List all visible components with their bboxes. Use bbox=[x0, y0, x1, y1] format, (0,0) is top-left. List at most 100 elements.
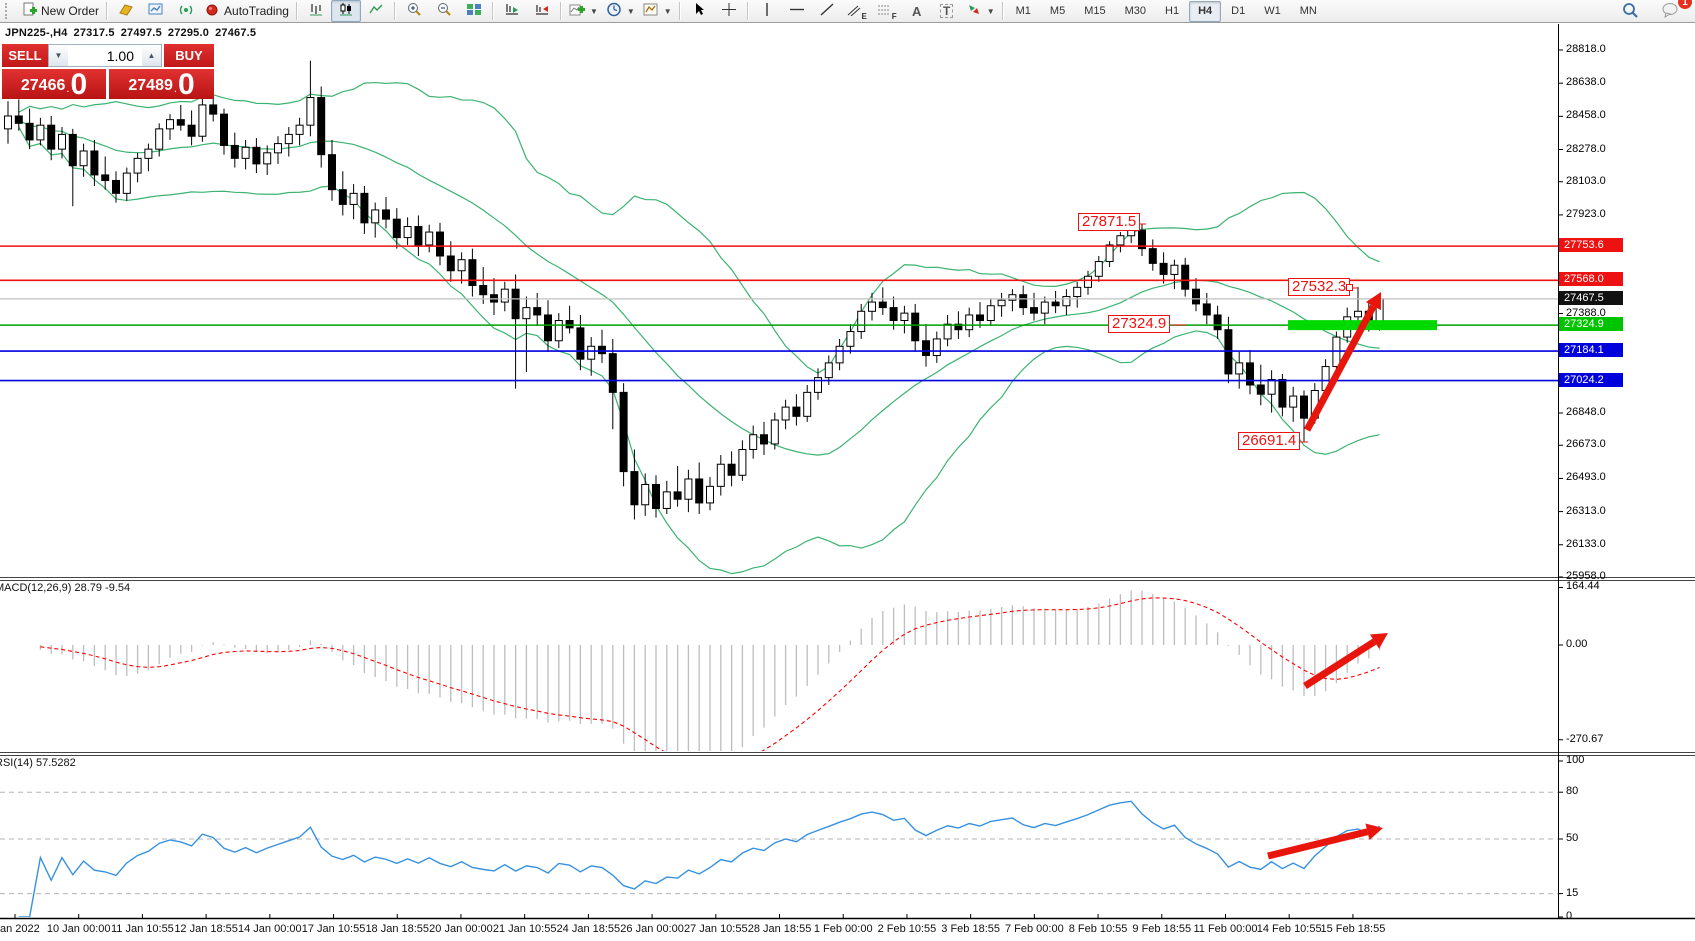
macd-indicator-label: MACD(12,26,9) 28.79 -9.54 bbox=[0, 582, 131, 594]
vertical-line-button[interactable] bbox=[752, 0, 782, 22]
tile-windows-button[interactable] bbox=[459, 0, 489, 22]
periods-button[interactable]: ▼ bbox=[602, 0, 639, 22]
timeframe-m5[interactable]: M5 bbox=[1049, 5, 1066, 17]
text-label-button[interactable]: T bbox=[932, 0, 962, 22]
red-trend-arrow[interactable] bbox=[1303, 292, 1381, 432]
price-annotation[interactable]: 27871.5 bbox=[1078, 213, 1141, 231]
bearish-candle bbox=[976, 314, 984, 322]
bullish-candle bbox=[1289, 395, 1298, 408]
timeframe-m15[interactable]: M15 bbox=[1084, 5, 1106, 17]
bullish-candle bbox=[738, 448, 747, 476]
buy-price[interactable]: 27489. 0 bbox=[109, 68, 214, 101]
zoom-in-button[interactable] bbox=[399, 0, 429, 22]
bullish-candle bbox=[349, 192, 358, 205]
toolbar-grip[interactable] bbox=[5, 3, 15, 19]
chart-line-button[interactable] bbox=[361, 0, 391, 22]
chart-bars-button[interactable] bbox=[301, 0, 331, 22]
arrows-button[interactable]: ▼ bbox=[962, 0, 999, 22]
volume-decrease-button[interactable]: ▼ bbox=[49, 45, 68, 66]
time-axis-label: 7 Feb 00:00 bbox=[1005, 923, 1064, 935]
bearish-candle bbox=[727, 463, 736, 476]
price-tick-label: 26493.0 bbox=[1566, 471, 1606, 484]
bullish-candle bbox=[1170, 264, 1179, 275]
bearish-candle bbox=[1246, 362, 1254, 386]
horizontal-line-button[interactable] bbox=[782, 0, 812, 22]
chart-shift-button[interactable] bbox=[527, 0, 557, 22]
search-button[interactable] bbox=[1615, 0, 1645, 22]
bullish-candle bbox=[1062, 296, 1071, 307]
trendline-button[interactable] bbox=[812, 0, 842, 22]
selection-handle[interactable] bbox=[1346, 284, 1354, 291]
sell-button[interactable]: SELL bbox=[2, 44, 48, 67]
main-toolbar: New Order AutoTrading bbox=[0, 0, 1695, 23]
chart-area[interactable]: JPN225-,H4 27317.5 27497.5 27295.0 27467.5 S… bbox=[0, 23, 1695, 941]
timeframe-w1[interactable]: W1 bbox=[1264, 5, 1281, 17]
cursor-button[interactable] bbox=[684, 0, 714, 22]
new-order-icon bbox=[22, 2, 37, 20]
red-trend-arrow[interactable] bbox=[1267, 823, 1383, 860]
volume-input[interactable] bbox=[68, 46, 142, 65]
timeframe-h4[interactable]: H4 bbox=[1189, 0, 1222, 22]
macd-pane bbox=[39, 590, 1381, 751]
sell-price[interactable]: 27466. 0 bbox=[2, 69, 106, 100]
volume-increase-button[interactable]: ▲ bbox=[142, 45, 161, 66]
bearish-candle bbox=[1300, 395, 1308, 419]
macd-tick-label: 0.00 bbox=[1566, 638, 1588, 650]
timeframe-m30[interactable]: M30 bbox=[1124, 5, 1147, 17]
autotrading-button[interactable]: AutoTrading bbox=[201, 0, 293, 22]
timeframe-h1[interactable]: H1 bbox=[1165, 5, 1180, 17]
price-level-badge: 27024.2 bbox=[1559, 372, 1623, 387]
bullish-candle bbox=[79, 150, 88, 167]
indicators-icon bbox=[569, 2, 585, 20]
price-tick-label: 26133.0 bbox=[1566, 537, 1606, 550]
timeframe-d1[interactable]: D1 bbox=[1231, 5, 1246, 17]
text-button[interactable]: A bbox=[902, 0, 932, 22]
market-watch-button[interactable] bbox=[141, 0, 171, 22]
buy-button[interactable]: BUY bbox=[164, 44, 214, 67]
price-level-badge: 27753.6 bbox=[1559, 238, 1623, 253]
fibonacci-button[interactable]: F bbox=[872, 0, 902, 22]
chat-bubble-icon bbox=[1661, 2, 1679, 21]
price-tick-label: 28278.0 bbox=[1566, 142, 1606, 155]
chart-candles-button[interactable] bbox=[330, 0, 361, 22]
notifications-button[interactable]: 1 bbox=[1655, 0, 1692, 22]
price-annotation[interactable]: 27324.9 bbox=[1108, 315, 1171, 333]
channel-button[interactable]: E bbox=[842, 0, 872, 22]
bullish-candle bbox=[522, 307, 531, 320]
price-annotation[interactable]: 27532.3 bbox=[1288, 278, 1354, 296]
dropdown-caret: ▼ bbox=[663, 6, 672, 16]
price-tick-label: 26673.0 bbox=[1566, 438, 1606, 451]
signals-button[interactable] bbox=[171, 0, 201, 22]
auto-scroll-button[interactable] bbox=[497, 0, 527, 22]
search-icon bbox=[1622, 2, 1639, 21]
time-axis-label: 14 Jan 00:00 bbox=[238, 923, 302, 935]
buy-price-pips: 0 bbox=[177, 68, 195, 101]
timeframe-m1[interactable]: M1 bbox=[1015, 5, 1031, 17]
time-axis-label: 3 Feb 18:55 bbox=[941, 923, 1000, 935]
bearish-candle bbox=[47, 124, 56, 150]
templates-button[interactable]: ▼ bbox=[639, 0, 676, 22]
bullish-candle bbox=[857, 310, 866, 333]
bearish-candle bbox=[1278, 378, 1287, 408]
price-level-badge: 27184.1 bbox=[1559, 343, 1623, 358]
buy-price-dot: . bbox=[173, 83, 177, 95]
timeframe-mn[interactable]: MN bbox=[1299, 5, 1317, 17]
fibonacci-icon bbox=[877, 4, 891, 19]
red-trend-arrow[interactable] bbox=[1303, 633, 1388, 689]
bullish-candle bbox=[943, 323, 952, 340]
bearish-candle bbox=[922, 340, 930, 357]
zoom-out-button[interactable] bbox=[429, 0, 459, 22]
new-order-button[interactable]: New Order bbox=[18, 0, 103, 22]
price-annotation[interactable]: 26691.4 bbox=[1238, 432, 1301, 450]
bearish-candle bbox=[1019, 294, 1028, 309]
bearish-candle bbox=[68, 133, 77, 167]
profiles-button[interactable] bbox=[111, 0, 141, 22]
bullish-candle bbox=[986, 305, 995, 322]
templates-icon bbox=[643, 2, 659, 20]
crosshair-button[interactable] bbox=[714, 0, 744, 22]
bearish-candle bbox=[1181, 264, 1190, 290]
indicators-button[interactable]: ▼ bbox=[565, 0, 602, 22]
bullish-candle bbox=[641, 483, 650, 506]
price-tick-label: 28818.0 bbox=[1566, 43, 1606, 55]
